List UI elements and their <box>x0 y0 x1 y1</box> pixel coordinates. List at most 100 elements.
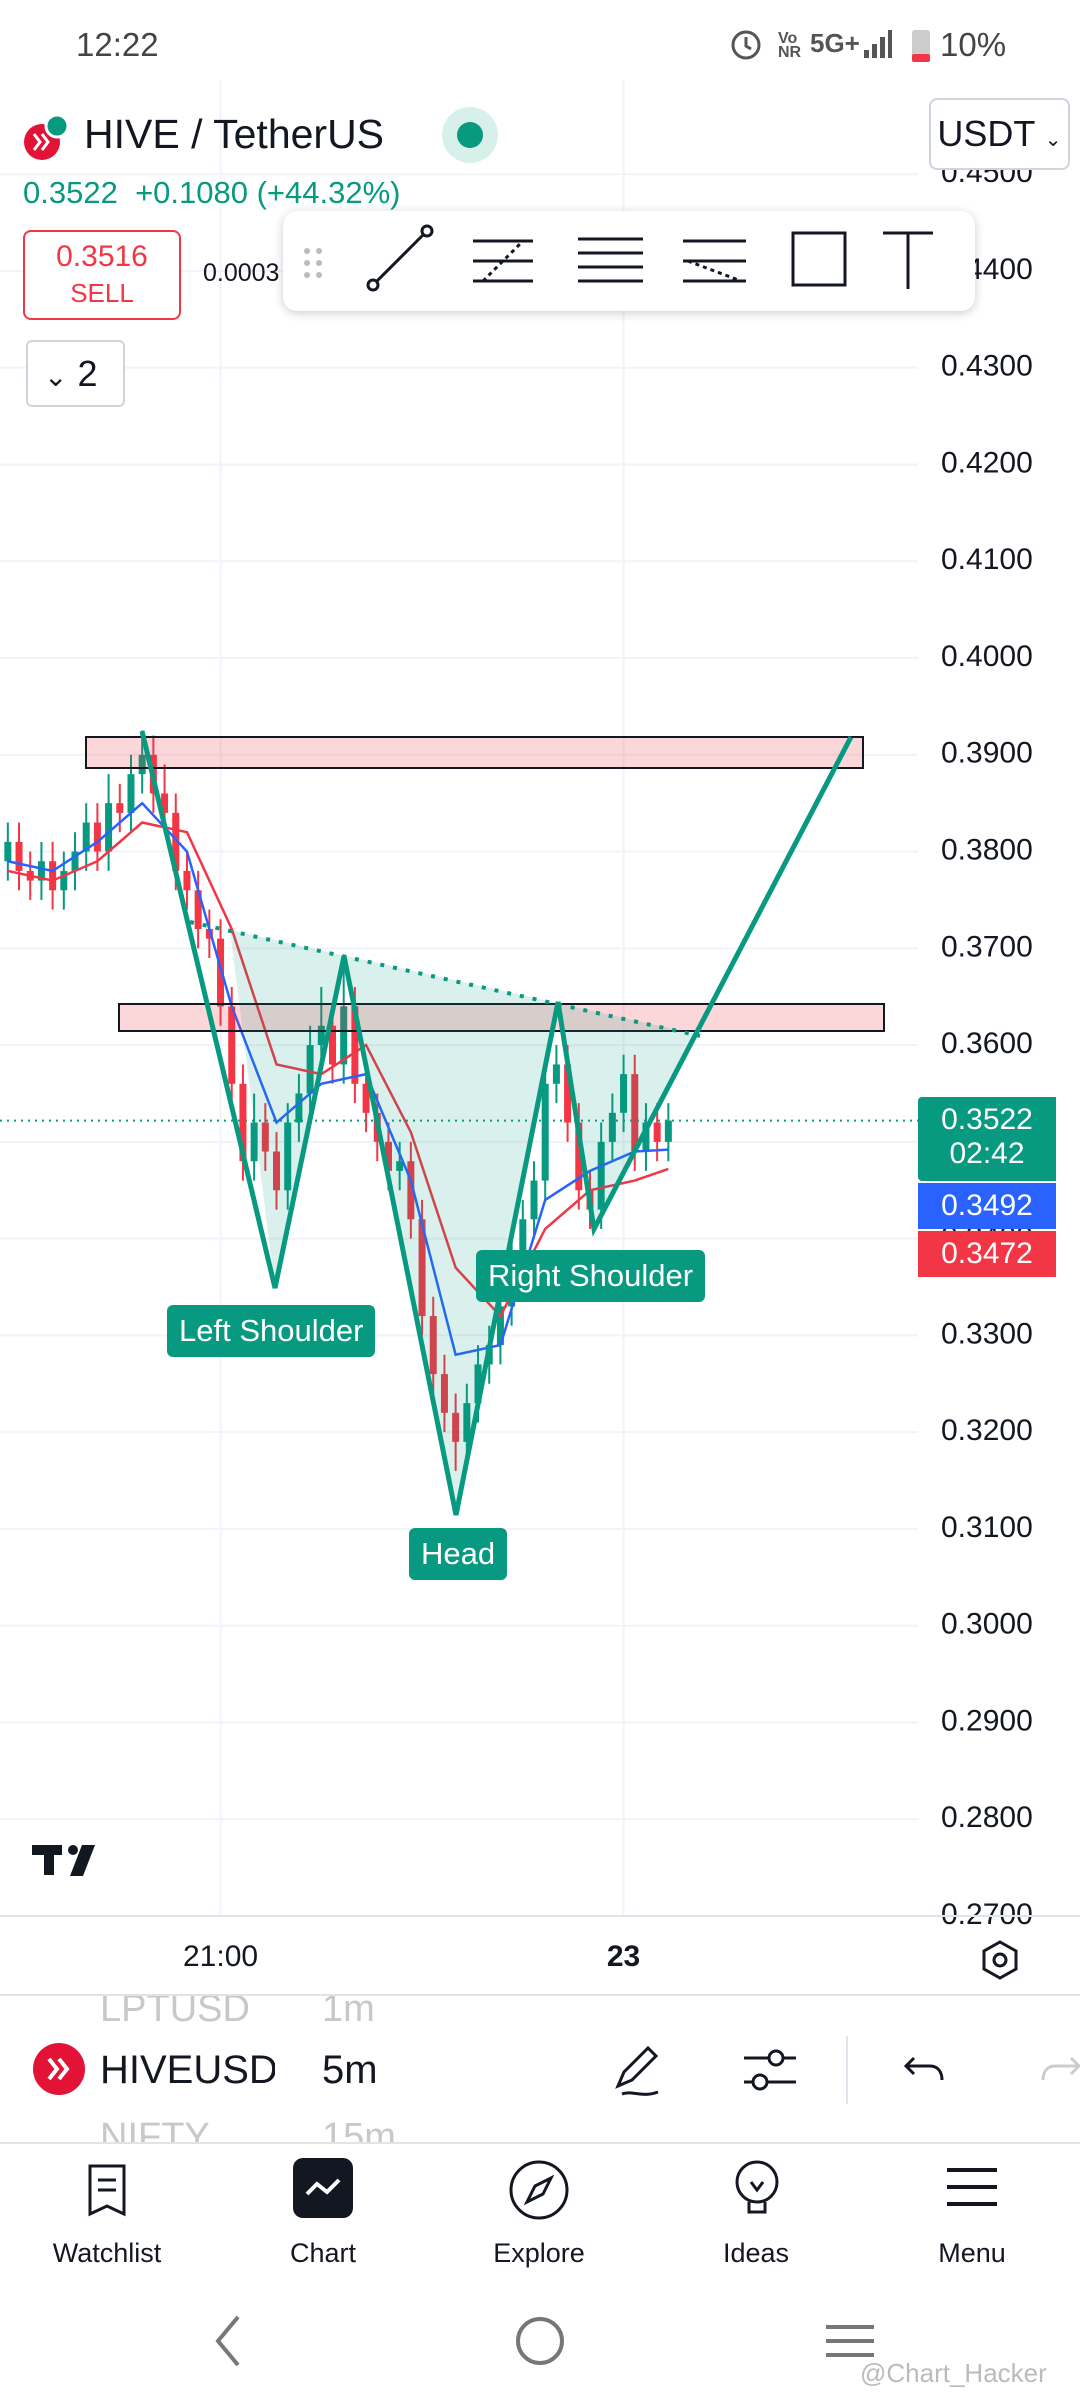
nav-item[interactable]: Ideas <box>681 2142 831 2295</box>
candle-body <box>564 1064 572 1123</box>
nav-item[interactable]: Menu <box>897 2142 1047 2295</box>
prev-interval[interactable]: 1m <box>322 1994 375 2030</box>
nav-label: Ideas <box>722 2238 790 2268</box>
candle-body <box>217 938 225 1007</box>
nav-item[interactable]: Watchlist <box>32 2142 182 2295</box>
network: 5G+ <box>810 28 860 58</box>
candle-body <box>82 822 90 852</box>
y-tick-label: 0.3100 <box>941 1511 1033 1544</box>
next-symbol[interactable]: NIFTY <box>100 2116 210 2144</box>
ideas-icon <box>735 2160 779 2214</box>
change: +0.1080 <box>135 175 248 210</box>
symbol-logo <box>24 113 70 160</box>
candle-body <box>429 1316 437 1375</box>
current-interval[interactable]: 5m <box>322 2048 378 2092</box>
candle-body <box>71 851 79 871</box>
currency: USDT <box>937 113 1035 154</box>
candle-body <box>496 1306 504 1346</box>
candle-body <box>608 1112 616 1142</box>
pattern-label: Head <box>409 1528 508 1580</box>
resistance-zone <box>85 736 864 769</box>
bottom-nav <box>0 2142 1080 2297</box>
y-tick-label: 0.4100 <box>941 543 1033 576</box>
indicator-toggle[interactable]: ⌄ 2 <box>26 340 125 407</box>
nav-label: Explore <box>493 2238 585 2268</box>
market-status[interactable] <box>440 105 500 165</box>
candle-body <box>407 1161 415 1220</box>
candle-body <box>620 1074 628 1113</box>
nav-item[interactable]: Explore <box>464 2142 614 2295</box>
currency-select[interactable]: USDT ⌄ <box>929 98 1070 170</box>
candle-body <box>328 1025 336 1065</box>
drawing-toolbar <box>283 211 975 311</box>
home-button[interactable] <box>516 2317 564 2365</box>
candle-body <box>127 774 135 813</box>
indicators-button[interactable] <box>740 2042 800 2098</box>
candle-body <box>631 1074 639 1152</box>
candle-body <box>239 1083 247 1162</box>
candle-body <box>161 793 169 813</box>
y-tick-label: 0.3900 <box>941 737 1033 770</box>
pattern-label: Left Shoulder <box>167 1305 376 1357</box>
prev-symbol[interactable]: LPTUSD <box>100 1994 250 2030</box>
y-tick-label: 0.3200 <box>941 1414 1033 1447</box>
nav-label: Watchlist <box>52 2238 162 2268</box>
redo-button[interactable] <box>1035 2046 1080 2096</box>
neckline-zone <box>118 1003 885 1032</box>
candle-body <box>60 870 68 891</box>
candle-body <box>172 812 180 871</box>
price-row: 0.3522 +0.1080 (+44.32%) <box>23 175 401 211</box>
y-tick-label: 0.2800 <box>941 1801 1033 1834</box>
candle-body <box>474 1364 482 1404</box>
pattern-label: Right Shoulder <box>476 1250 706 1302</box>
candle-body <box>597 1141 605 1210</box>
battery-icon <box>912 30 930 62</box>
chart-settings[interactable] <box>978 1938 1022 1982</box>
candle-body <box>317 1025 325 1046</box>
candle-body <box>575 1122 583 1191</box>
candle-body <box>541 1083 549 1181</box>
candle-body <box>418 1219 426 1317</box>
candle-body <box>519 1219 527 1258</box>
candle-body <box>552 1064 560 1084</box>
candle-body <box>306 1045 314 1094</box>
back-button[interactable] <box>215 2315 240 2367</box>
draw-button[interactable] <box>608 2040 668 2100</box>
candle-body <box>351 1006 359 1084</box>
candle-body <box>284 1122 292 1191</box>
nav-item[interactable]: Chart <box>248 2142 398 2295</box>
y-tick-label: 0.4300 <box>941 350 1033 383</box>
candle-body <box>642 1122 650 1152</box>
pattern-line <box>139 730 854 1516</box>
candle-body <box>49 861 57 891</box>
nav-label: Chart <box>289 2238 357 2268</box>
y-tick-label: 0.4200 <box>941 446 1033 479</box>
menu-icon <box>947 2168 997 2206</box>
last-price-label: 0.3522 <box>941 1103 1033 1136</box>
current-symbol[interactable]: HIVEUSD <box>100 2048 275 2092</box>
sell-price: 0.3516 <box>56 240 148 273</box>
candle-body <box>37 861 45 881</box>
candle-body <box>463 1403 471 1442</box>
candle-body <box>205 928 213 939</box>
candle-body <box>295 1093 303 1123</box>
change-pct: (+44.32%) <box>256 175 401 210</box>
next-interval[interactable]: 15m <box>322 2116 396 2144</box>
price-tag: 0.3492 <box>918 1183 1056 1229</box>
sell-button[interactable]: 0.3516 SELL <box>23 230 181 320</box>
explore-icon <box>509 2160 569 2220</box>
spread: 0.0003 <box>203 259 280 287</box>
candle-body <box>4 841 12 862</box>
nav-label: Menu <box>938 2238 1006 2268</box>
y-tick-label: 0.2700 <box>941 1898 1033 1931</box>
last-price-tag: 0.3522 02:42 <box>918 1097 1056 1181</box>
candle-body <box>530 1180 538 1220</box>
chart: 0.2700 0.2800 0.2900 0.3000 0.3100 0.3200 0.33… <box>0 80 1080 1973</box>
moving-average <box>7 821 669 1319</box>
candle-body <box>138 754 146 775</box>
symbol-title[interactable]: HIVE / TetherUS <box>84 111 385 157</box>
candle-body <box>116 803 124 813</box>
watermark: @Chart_Hacker <box>860 2358 1047 2388</box>
recents-button[interactable] <box>826 2325 874 2357</box>
undo-button[interactable] <box>900 2046 950 2096</box>
